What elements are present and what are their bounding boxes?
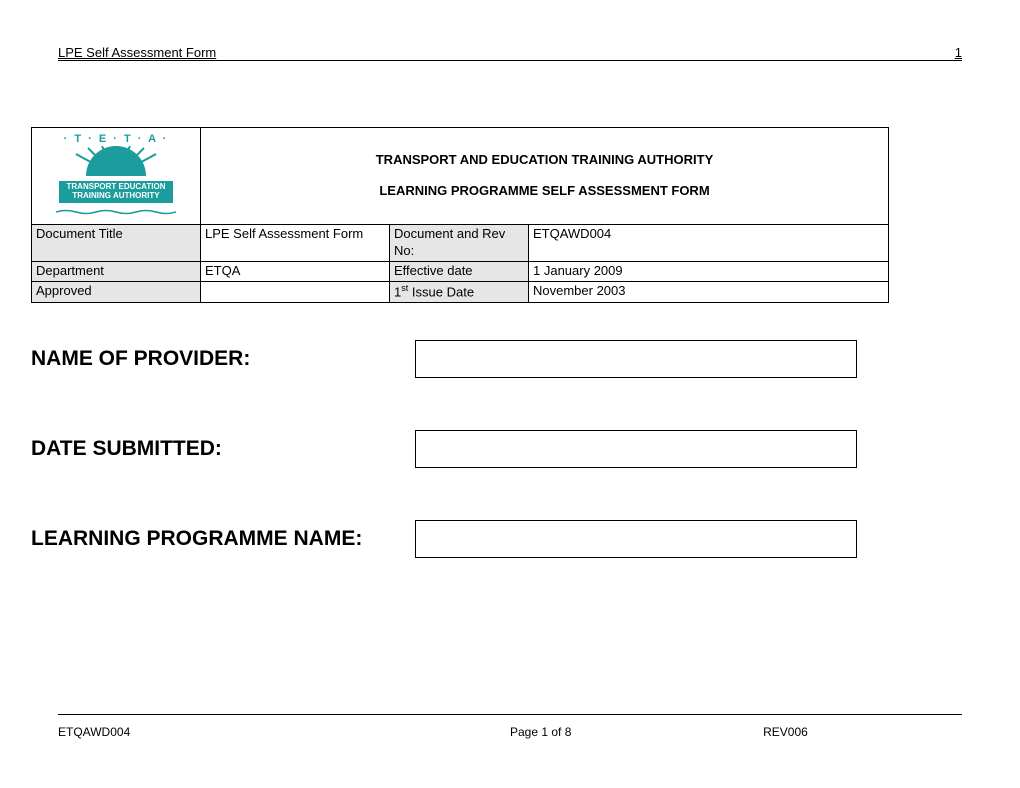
meta-row: Document Title LPE Self Assessment Form … (32, 225, 889, 262)
footer-rule (58, 714, 962, 715)
form-row-date: DATE SUBMITTED: (31, 430, 857, 468)
document-info-table: · T · E · T · A · (31, 127, 889, 303)
form-area: NAME OF PROVIDER: DATE SUBMITTED: LEARNI… (31, 340, 857, 610)
meta-key: Document and Rev No: (390, 225, 529, 262)
meta-key: Effective date (390, 261, 529, 281)
page-footer: ETQAWD004 Page 1 of 8 REV006 (58, 725, 962, 739)
page: LPE Self Assessment Form 1 · T · E · T ·… (0, 0, 1020, 788)
meta-value: 1 January 2009 (529, 261, 889, 281)
logo-line2: TRAINING AUTHORITY (61, 192, 171, 201)
org-name: TRANSPORT AND EDUCATION TRAINING AUTHORI… (205, 152, 884, 169)
form-row-provider: NAME OF PROVIDER: (31, 340, 857, 378)
logo-text-block: TRANSPORT EDUCATION TRAINING AUTHORITY (59, 181, 173, 203)
programme-input[interactable] (415, 520, 857, 558)
meta-value: ETQA (201, 261, 390, 281)
meta-key: Document Title (32, 225, 201, 262)
meta-value: ETQAWD004 (529, 225, 889, 262)
header-page-number: 1 (955, 45, 962, 60)
page-header: LPE Self Assessment Form 1 (58, 45, 962, 61)
meta-key: 1st Issue Date (390, 281, 529, 302)
footer-doc-code: ETQAWD004 (58, 725, 510, 739)
meta-row: Department ETQA Effective date 1 January… (32, 261, 889, 281)
footer-rev: REV006 (763, 725, 962, 739)
meta-value (201, 281, 390, 302)
footer-page-info: Page 1 of 8 (510, 725, 763, 739)
form-row-programme: LEARNING PROGRAMME NAME: (31, 520, 857, 558)
logo-cell: · T · E · T · A · (32, 128, 201, 225)
meta-value: November 2003 (529, 281, 889, 302)
provider-input[interactable] (415, 340, 857, 378)
meta-row: Approved 1st Issue Date November 2003 (32, 281, 889, 302)
sun-rays-icon (66, 146, 166, 176)
meta-key: Approved (32, 281, 201, 302)
provider-label: NAME OF PROVIDER: (31, 347, 415, 371)
date-label: DATE SUBMITTED: (31, 437, 415, 461)
form-name: LEARNING PROGRAMME SELF ASSESSMENT FORM (205, 183, 884, 200)
header-title: LPE Self Assessment Form (58, 45, 216, 60)
logo-acronym: · T · E · T · A · (41, 132, 191, 146)
wave-icon (56, 209, 176, 215)
programme-label: LEARNING PROGRAMME NAME: (31, 527, 415, 551)
meta-key: Department (32, 261, 201, 281)
date-input[interactable] (415, 430, 857, 468)
teta-logo: · T · E · T · A · (41, 132, 191, 220)
title-cell: TRANSPORT AND EDUCATION TRAINING AUTHORI… (201, 128, 889, 225)
meta-value: LPE Self Assessment Form (201, 225, 390, 262)
